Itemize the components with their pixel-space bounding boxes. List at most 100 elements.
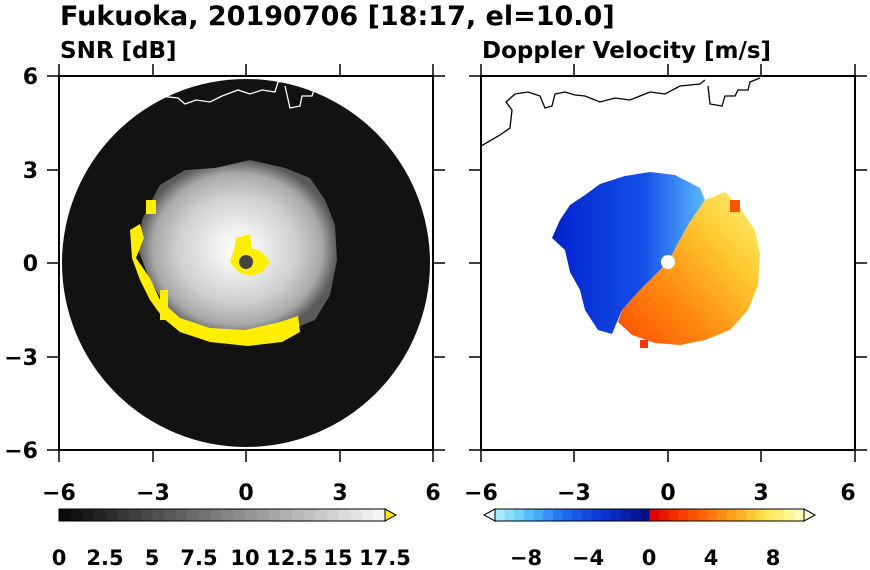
velocity-echo-patch	[640, 340, 648, 348]
velocity-colorbar-cell	[736, 509, 747, 521]
velocity-colorbar-extend-max	[803, 508, 817, 522]
snr-colorbar-label: 12.5	[266, 546, 318, 570]
snr-coastline	[159, 77, 333, 109]
snr-colorbar-label: 7.5	[180, 546, 217, 570]
velocity-colorbar-cell	[775, 509, 786, 521]
snr-colorbar-cell	[117, 509, 130, 521]
snr-x-tick-label: 0	[238, 481, 253, 506]
velocity-colorbar-cell	[552, 509, 564, 521]
snr-colorbar-cell	[233, 509, 246, 521]
velocity-colorbar-labels: −8 −4 0 4 8	[510, 546, 780, 570]
velocity-negative-region	[552, 172, 705, 334]
velocity-colorbar-label: −8	[510, 546, 542, 570]
velocity-colorbar-cell	[610, 509, 622, 521]
snr-colorbar-cell	[163, 509, 177, 521]
snr-colorbar-cell	[361, 509, 374, 521]
velocity-colorbar	[482, 508, 817, 522]
velocity-colorbar-cell	[504, 509, 515, 521]
snr-colorbar-cell	[291, 509, 305, 521]
snr-colorbar-cell	[187, 509, 200, 521]
snr-saturation-rim	[130, 224, 300, 346]
snr-colorbar-cells	[59, 509, 386, 521]
velocity-colorbar-cell	[562, 509, 573, 521]
velocity-colorbar-cell	[678, 509, 689, 521]
snr-colorbar-cell	[268, 509, 281, 521]
velocity-plot-area	[481, 77, 761, 348]
snr-colorbar-cell	[210, 509, 223, 521]
velocity-colorbar-cell	[726, 509, 738, 521]
snr-y-tick-label: 0	[23, 252, 38, 277]
velocity-colorbar-cell	[523, 509, 535, 521]
velocity-colorbar-cell	[543, 509, 554, 521]
snr-colorbar-label: 2.5	[86, 546, 123, 570]
velocity-colorbar-cell	[495, 509, 506, 521]
snr-colorbar-labels: 0 2.5 5 7.5 10 12.5 15 17.5	[52, 546, 411, 570]
snr-y-tick-label: 3	[23, 159, 38, 184]
snr-y-tick-label: −3	[4, 346, 38, 371]
snr-colorbar-cell	[303, 509, 316, 521]
velocity-colorbar-label: 8	[766, 546, 781, 570]
snr-colorbar-cell	[198, 509, 211, 521]
velocity-colorbar-cell	[649, 509, 660, 521]
snr-y-tick-label: −6	[4, 439, 38, 464]
velocity-colorbar-label: −4	[572, 546, 604, 570]
velocity-colorbar-cell	[591, 509, 602, 521]
velocity-x-tick-label: 0	[660, 481, 675, 506]
snr-colorbar-cell	[59, 509, 72, 521]
velocity-colorbar-cell	[581, 509, 593, 521]
velocity-colorbar-cell	[639, 509, 651, 521]
snr-colorbar-frame	[58, 508, 386, 522]
snr-colorbar-cell	[105, 509, 118, 521]
velocity-colorbar-cell	[514, 509, 525, 521]
velocity-colorbar-label: 0	[642, 546, 657, 570]
velocity-colorbar-frame	[494, 508, 805, 522]
snr-colorbar-label: 15	[323, 546, 352, 570]
velocity-colorbar-cell	[668, 509, 680, 521]
snr-x-tick-labels: −6 −3 0 3 6	[42, 481, 441, 506]
velocity-colorbar-cell	[794, 509, 805, 521]
velocity-colorbar-cell	[746, 509, 757, 521]
snr-colorbar-cell	[350, 509, 363, 521]
velocity-x-tick-label: 6	[840, 481, 855, 506]
snr-colorbar-cell	[373, 509, 386, 521]
snr-y-tick-labels: 6 3 0 −3 −6	[4, 65, 38, 464]
snr-colorbar-label: 0	[52, 546, 67, 570]
velocity-colorbar-cell	[630, 509, 641, 521]
velocity-colorbar-cell	[659, 509, 670, 521]
snr-colorbar-cell	[245, 509, 258, 521]
velocity-colorbar-cell	[717, 509, 728, 521]
velocity-panel-title: Doppler Velocity [m/s]	[482, 38, 771, 64]
snr-colorbar-cell	[152, 509, 165, 521]
snr-colorbar-cell	[93, 509, 107, 521]
velocity-colorbar-cell	[697, 509, 709, 521]
snr-colorbar-cell	[128, 509, 142, 521]
snr-saturation-patch	[146, 200, 156, 214]
snr-colorbar-cell	[338, 509, 351, 521]
snr-colorbar-cell	[256, 509, 270, 521]
snr-colorbar-cell	[315, 509, 328, 521]
snr-colorbar-cell	[140, 509, 153, 521]
velocity-x-tick-label: −6	[464, 481, 498, 506]
snr-colorbar-cell	[70, 509, 83, 521]
velocity-colorbar-cell	[620, 509, 631, 521]
velocity-echo-patch	[730, 200, 740, 212]
velocity-colorbar-cell	[572, 509, 583, 521]
snr-saturation-patch	[160, 290, 168, 320]
velocity-colorbar-cell	[533, 509, 544, 521]
velocity-x-tick-labels: −6 −3 0 3 6	[464, 481, 856, 506]
snr-y-tick-label: 6	[23, 65, 38, 90]
snr-colorbar-cell	[280, 509, 293, 521]
velocity-x-tick-label: −3	[557, 481, 591, 506]
velocity-colorbar-cells	[495, 509, 805, 521]
radar-site-marker	[661, 255, 675, 269]
velocity-colorbar-cell	[688, 509, 699, 521]
snr-x-tick-label: −6	[42, 481, 76, 506]
velocity-axis-ticks	[469, 64, 867, 462]
velocity-colorbar-cell	[755, 509, 766, 521]
snr-axis-ticks	[47, 64, 445, 462]
snr-colorbar-cell	[175, 509, 188, 521]
velocity-coastline	[481, 77, 761, 147]
snr-x-tick-label: −3	[136, 481, 170, 506]
velocity-colorbar-extend-min	[482, 508, 496, 522]
